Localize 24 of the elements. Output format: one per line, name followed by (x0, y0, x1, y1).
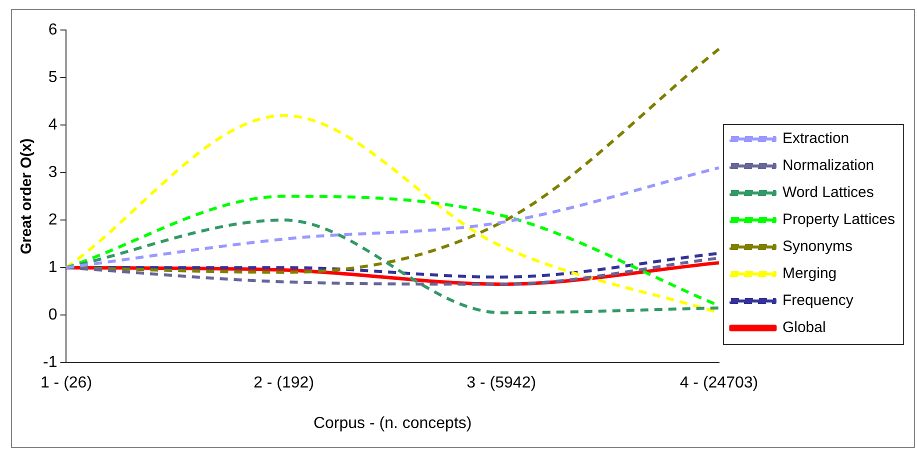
y-tick-label: 6 (48, 21, 58, 38)
x-tick-label: 2 - (192) (254, 374, 314, 392)
legend-label: Normalization (782, 157, 874, 174)
y-tick-label: 0 (48, 306, 58, 324)
legend-label: Property Lattices (782, 211, 896, 228)
y-tick-label: 3 (48, 164, 58, 181)
x-tick-label: 1 - (26) (40, 374, 92, 392)
line-series (64, 166, 720, 270)
line-series (64, 218, 720, 314)
y-tick-label: 1 (48, 258, 58, 276)
legend-label: Extraction (782, 130, 850, 148)
legend-label: Synonyms (782, 238, 852, 256)
x-tick-label: 3 - (5942) (466, 374, 536, 392)
y-tick-label: 4 (48, 116, 58, 134)
y-tick-label: 5 (48, 68, 58, 86)
y-tick-label: 2 (48, 211, 58, 228)
legend-label: Merging (782, 265, 837, 282)
x-axis-title: Corpus - (n. concepts) (313, 414, 472, 432)
legend-label: Global (782, 319, 826, 336)
y-tick-label: -1 (42, 354, 58, 372)
legend-label: Frequency (782, 292, 854, 310)
y-axis-title: Great order O(x) (18, 138, 36, 254)
x-tick-label: 4 - (24703) (680, 374, 758, 392)
legend-label: Word Lattices (782, 184, 874, 202)
